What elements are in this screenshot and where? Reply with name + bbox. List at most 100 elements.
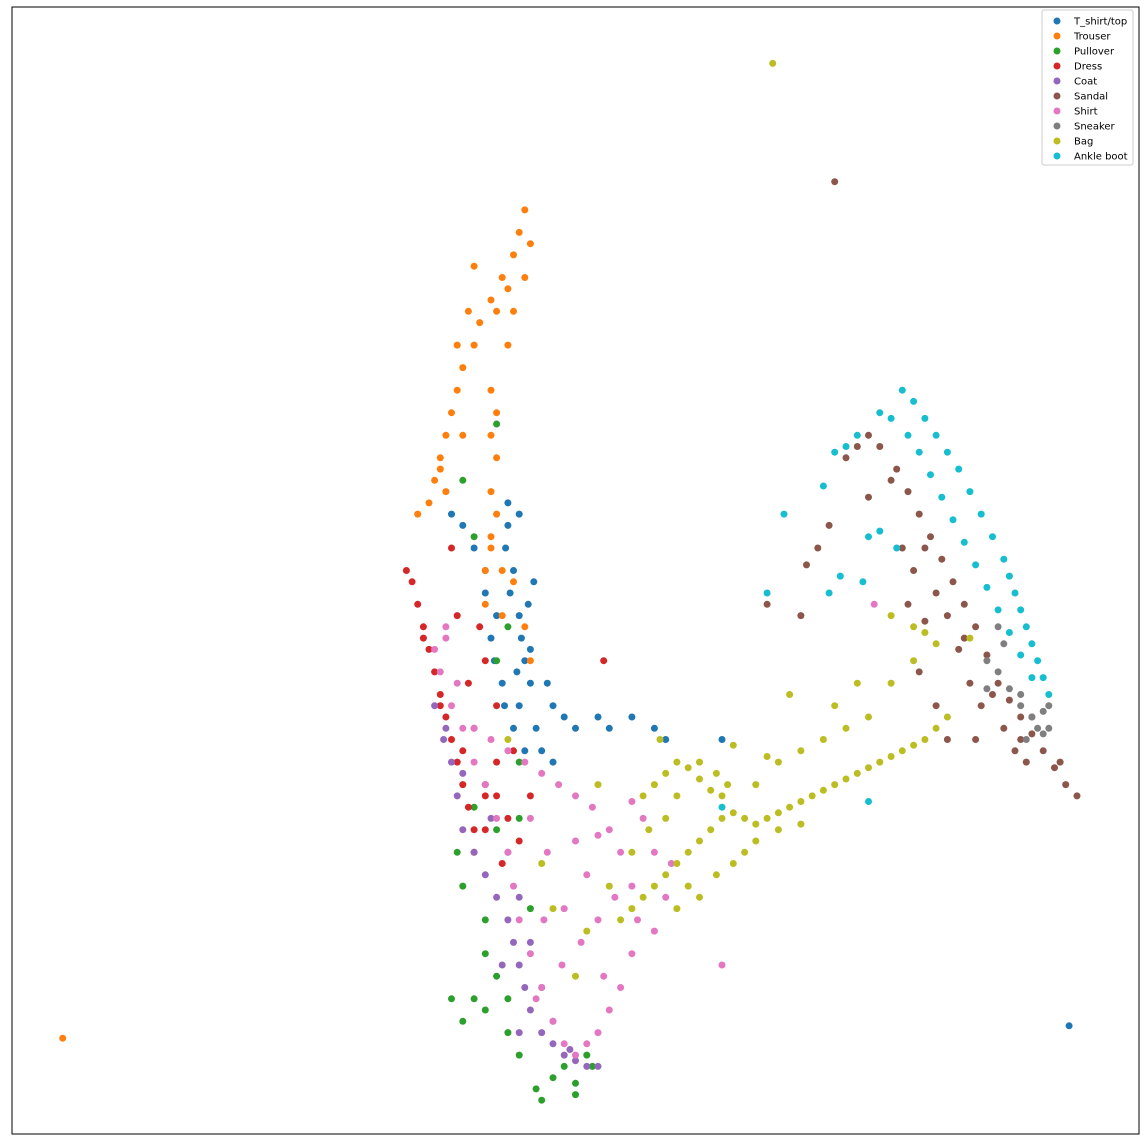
point-s9-18	[876, 409, 884, 417]
point-s8-74	[774, 826, 782, 834]
point-s6-19	[617, 984, 625, 991]
point-s6-22	[628, 882, 636, 890]
point-s9-11	[1011, 589, 1019, 597]
point-s8-23	[865, 764, 872, 772]
point-s2-2	[572, 1079, 579, 1087]
point-s8-20	[831, 781, 839, 789]
point-s8-67	[684, 882, 692, 890]
point-s6-31	[487, 736, 495, 743]
point-s2-29	[526, 905, 534, 913]
point-s3-33	[493, 702, 501, 710]
point-s0-1	[510, 567, 517, 574]
point-s3-34	[476, 623, 484, 631]
point-s6-52	[540, 916, 548, 924]
point-s3-8	[448, 736, 455, 743]
point-s6-9	[459, 724, 467, 732]
point-s2-11	[481, 950, 489, 958]
point-s1-16	[487, 386, 495, 394]
point-s8-18	[808, 792, 816, 800]
point-s6-51	[558, 961, 566, 969]
point-s4-28	[515, 1029, 523, 1037]
point-s4-8	[510, 938, 517, 946]
point-s8-32	[650, 781, 658, 789]
point-s8-28	[921, 736, 929, 743]
point-s1-30	[487, 533, 495, 541]
point-s1-36	[470, 262, 478, 270]
point-s4-1	[448, 758, 455, 766]
point-s3-31	[510, 747, 517, 755]
point-s7-10	[994, 623, 1002, 631]
point-s3-32	[526, 792, 534, 800]
point-s9-33	[842, 443, 850, 450]
point-s9-5	[955, 465, 963, 473]
point-s0-11	[543, 679, 551, 687]
point-s4-13	[549, 1040, 557, 1048]
point-s6-55	[532, 995, 540, 1003]
points-layer	[59, 59, 1081, 1104]
point-s6-11	[436, 668, 444, 676]
point-s9-7	[977, 510, 985, 518]
legend-marker-9	[1053, 152, 1061, 160]
legend-label-5: Sandal	[1074, 92, 1108, 103]
point-s0-26	[628, 713, 636, 721]
point-s6-30	[504, 747, 512, 755]
point-s9-42	[865, 533, 872, 541]
point-s6-1	[538, 984, 546, 991]
point-s9-20	[904, 431, 912, 439]
point-s9-40	[859, 578, 867, 586]
point-s1-37	[464, 307, 472, 315]
point-s8-9	[707, 826, 715, 834]
point-s6-7	[481, 781, 489, 789]
point-s5-41	[763, 600, 771, 608]
legend-marker-3	[1053, 62, 1061, 70]
point-s3-0	[402, 567, 410, 574]
legend-entries: T_shirt/top Trouser Pullover Dress Coat Sanda…	[1053, 17, 1128, 163]
point-s1-19	[493, 454, 501, 462]
point-s7-0	[983, 657, 991, 665]
point-s8-63	[853, 679, 861, 687]
point-s9-31	[1028, 674, 1036, 682]
point-s9-35	[819, 482, 827, 490]
point-s3-20	[600, 657, 608, 665]
point-s6-25	[588, 803, 596, 811]
point-s5-25	[898, 544, 906, 552]
point-s0-31	[515, 510, 523, 518]
point-s8-21	[842, 775, 850, 783]
point-s5-12	[949, 578, 957, 586]
point-s8-40	[712, 769, 720, 777]
point-s8-75	[797, 820, 805, 828]
point-s6-44	[650, 848, 658, 856]
point-s4-0	[442, 724, 450, 732]
point-s5-31	[966, 679, 974, 687]
point-s4-25	[431, 702, 439, 710]
point-s1-12	[431, 476, 439, 484]
point-s0-9	[532, 724, 540, 732]
point-s9-32	[853, 431, 861, 439]
point-s3-19	[448, 544, 455, 552]
point-s5-36	[1011, 747, 1019, 755]
point-s3-18	[453, 612, 461, 620]
point-s8-34	[673, 758, 681, 766]
point-s5-47	[865, 493, 872, 501]
point-s8-48	[572, 972, 579, 980]
point-s2-19	[504, 623, 512, 631]
legend-label-6: Shirt	[1074, 107, 1098, 118]
point-s9-15	[1034, 657, 1042, 665]
point-s9-45	[865, 798, 872, 805]
point-s8-13	[752, 820, 760, 828]
legend-marker-6	[1053, 107, 1061, 115]
legend-label-8: Bag	[1074, 137, 1093, 148]
point-s8-47	[583, 927, 591, 935]
point-s3-6	[436, 691, 444, 698]
point-s5-26	[910, 567, 918, 574]
point-s1-29	[481, 600, 489, 608]
point-s2-10	[493, 972, 501, 980]
point-s1-8	[453, 386, 461, 394]
point-s8-65	[910, 623, 918, 631]
point-s6-47	[667, 860, 675, 867]
point-s3-26	[515, 837, 523, 845]
point-s9-17	[1045, 691, 1053, 698]
point-s2-18	[493, 657, 501, 665]
point-s0-7	[526, 679, 534, 687]
point-s0-32	[481, 589, 489, 597]
